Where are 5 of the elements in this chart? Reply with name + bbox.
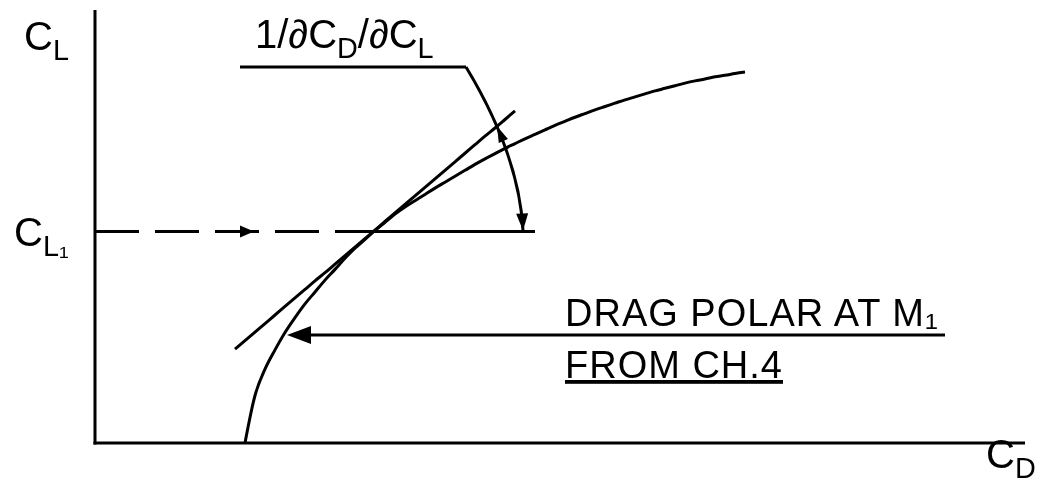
annotation: DRAG POLAR AT M₁	[565, 292, 939, 334]
text: 1/∂C$_{D}$/∂C$_{L}$	[255, 12, 434, 64]
annotation: FROM CH.4	[565, 344, 783, 386]
y-axis-title: C$_{L}$	[24, 14, 69, 66]
text: C$_{L₁}$	[14, 209, 69, 262]
